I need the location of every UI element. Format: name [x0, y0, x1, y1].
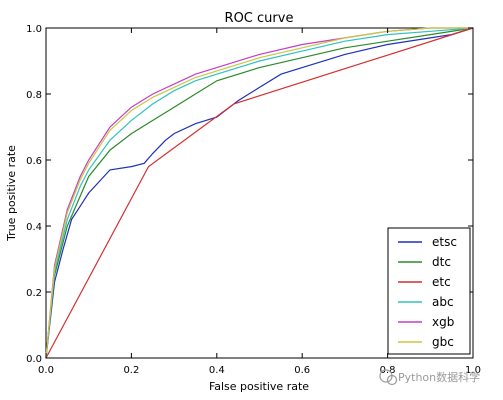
y-tick-label: 0.6: [26, 156, 42, 167]
chart-title: ROC curve: [225, 11, 294, 26]
y-tick-label: 1.0: [26, 24, 42, 35]
legend-box: [387, 227, 471, 355]
y-axis-label: True positive rate: [5, 145, 18, 242]
y-tick-label: 0.4: [26, 222, 42, 233]
legend: etsc dtc etc abc xgb gbc: [387, 227, 471, 355]
series-line-etsc: [45, 27, 474, 359]
y-tick-label: 0.0: [26, 354, 42, 365]
legend-label-etc: etc: [432, 275, 451, 289]
legend-label-xgb: xgb: [432, 315, 454, 329]
watermark: Python数据科学: [379, 369, 480, 386]
x-tick-label: 0.4: [209, 365, 225, 376]
x-tick-label: 0.6: [294, 365, 310, 376]
watermark-text: Python数据科学: [398, 370, 480, 384]
x-tick-label: 1.0: [465, 365, 481, 376]
legend-label-gbc: gbc: [432, 335, 454, 349]
series-line-gbc: [45, 27, 473, 359]
x-tick-label: 0.0: [38, 365, 54, 376]
legend-items: etsc dtc etc abc xgb gbc: [398, 235, 457, 349]
x-tick-label: 0.2: [123, 365, 139, 376]
legend-label-abc: abc: [432, 295, 454, 309]
wechat-icon-inner: [386, 374, 398, 386]
legend-label-etsc: etsc: [432, 235, 457, 249]
y-tick-label: 0.2: [26, 288, 42, 299]
series-line-abc: [45, 27, 474, 359]
x-axis-label: False positive rate: [209, 380, 309, 393]
plot-area: 0.0 0.2 0.4 0.6 0.8 1.00.00.20.40.60.81.0: [26, 24, 481, 376]
series-line-dtc: [45, 27, 474, 359]
series-line-etc: [45, 27, 474, 359]
y-tick-label: 0.8: [26, 90, 42, 101]
series-layer: [45, 27, 474, 359]
legend-label-dtc: dtc: [432, 255, 451, 269]
